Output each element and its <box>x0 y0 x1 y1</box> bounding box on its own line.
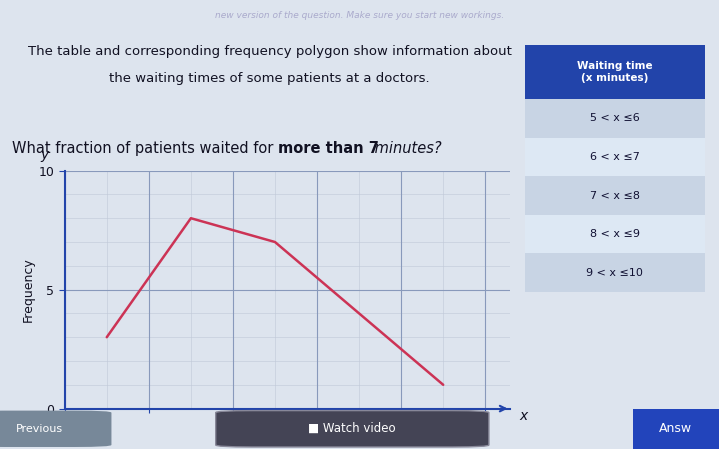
Bar <box>525 253 705 292</box>
FancyBboxPatch shape <box>0 410 111 447</box>
Text: ■ Watch video: ■ Watch video <box>308 423 396 435</box>
Text: 8 < x ≤9: 8 < x ≤9 <box>590 229 640 239</box>
Text: What fraction of patients waited for: What fraction of patients waited for <box>12 141 278 156</box>
Bar <box>525 99 705 138</box>
Text: x: x <box>519 409 528 423</box>
Text: the waiting times of some patients at a doctors.: the waiting times of some patients at a … <box>109 72 430 85</box>
Text: Previous: Previous <box>16 424 63 434</box>
Text: 6 < x ≤7: 6 < x ≤7 <box>590 152 640 162</box>
Text: 9 < x ≤10: 9 < x ≤10 <box>586 268 644 277</box>
Y-axis label: Frequency: Frequency <box>22 257 35 322</box>
Text: Waiting time
(x minutes): Waiting time (x minutes) <box>577 61 653 83</box>
Text: Answ: Answ <box>659 423 692 435</box>
Text: The table and corresponding frequency polygon show information about: The table and corresponding frequency po… <box>28 45 511 58</box>
Bar <box>525 215 705 253</box>
Text: more than 7: more than 7 <box>278 141 379 156</box>
Bar <box>525 176 705 215</box>
Text: minutes?: minutes? <box>370 141 441 156</box>
FancyBboxPatch shape <box>216 410 489 447</box>
Text: 5 < x ≤6: 5 < x ≤6 <box>590 114 640 123</box>
Text: y: y <box>40 148 48 162</box>
Bar <box>525 138 705 176</box>
Text: 7 < x ≤8: 7 < x ≤8 <box>590 190 640 201</box>
Bar <box>525 45 705 99</box>
Bar <box>633 409 719 449</box>
Text: new version of the question. Make sure you start new workings.: new version of the question. Make sure y… <box>215 11 504 20</box>
